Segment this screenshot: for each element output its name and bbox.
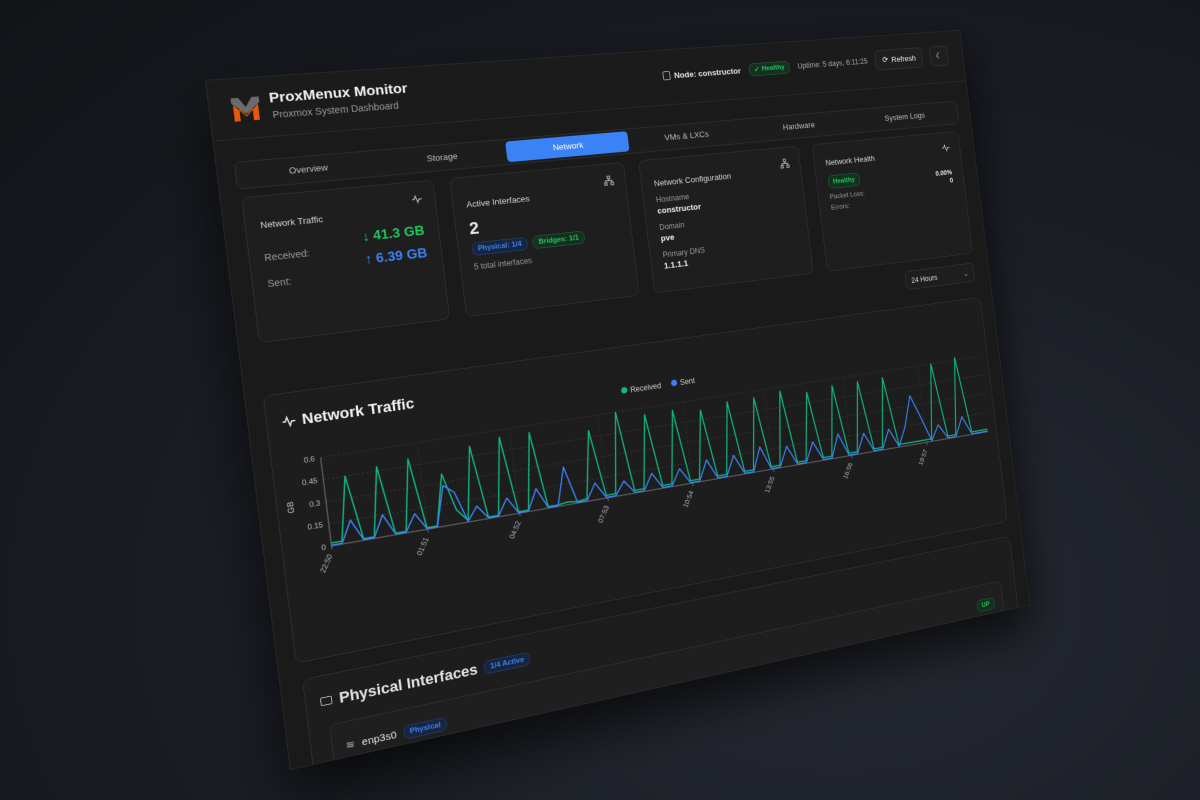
x-tick-label: 19:57 xyxy=(917,448,929,466)
chevron-down-icon: ⌄ xyxy=(962,269,970,278)
x-axis xyxy=(331,432,987,546)
interface-status-badge: UP xyxy=(976,597,996,613)
interface-name: enp3s0 xyxy=(361,728,398,748)
refresh-label: Refresh xyxy=(890,53,917,64)
x-tick-label: 04:52 xyxy=(508,520,523,540)
network-icon xyxy=(603,175,614,186)
grid-line xyxy=(321,356,979,457)
packet-loss-label: Packet Loss: xyxy=(829,189,866,201)
tab-overview[interactable]: Overview xyxy=(288,162,329,176)
legend-sent: Sent xyxy=(670,376,695,388)
x-tick-label: 16:56 xyxy=(842,461,854,480)
y-tick-label: 0.3 xyxy=(309,499,321,509)
legend-label: Sent xyxy=(679,376,696,388)
router-icon xyxy=(320,695,333,707)
network-configuration-card: Network Configuration Hostname construct… xyxy=(638,145,814,294)
physical-badge: Physical: 1/4 xyxy=(471,236,529,256)
grid-line xyxy=(329,413,986,524)
x-tick-label: 13:55 xyxy=(763,475,776,494)
time-range-select[interactable]: 24 Hours ⌄ xyxy=(904,262,976,291)
grid-line xyxy=(417,443,428,529)
node-name: Node: constructor xyxy=(673,65,742,80)
check-circle-icon: ✓ xyxy=(753,65,760,74)
network-icon xyxy=(779,158,789,169)
y-tick-label: 0.6 xyxy=(303,455,315,465)
activity-icon xyxy=(410,193,422,205)
errors-value: 0 xyxy=(949,177,954,185)
x-tick-label: 07:53 xyxy=(597,504,611,524)
sent-label: Sent: xyxy=(266,275,293,290)
time-range-value: 24 Hours xyxy=(910,273,938,285)
bridges-badge: Bridges: 1/1 xyxy=(531,230,586,250)
y-tick-label: 0.45 xyxy=(302,477,319,488)
interface-type-badge: Physical xyxy=(402,716,448,740)
refresh-icon: ⟳ xyxy=(881,54,889,65)
tab-system-logs[interactable]: System Logs xyxy=(884,110,926,123)
sent-value: ↑ 6.39 GB xyxy=(364,245,429,268)
legend-dot-icon xyxy=(620,386,628,394)
dashboard-window: ProxMenux Monitor Proxmox System Dashboa… xyxy=(205,29,1030,770)
x-tick-label: 22:50 xyxy=(319,553,335,574)
header: ProxMenux Monitor Proxmox System Dashboa… xyxy=(205,30,966,142)
active-interfaces-card: Active Interfaces 2 Physical: 1/4 Bridge… xyxy=(448,161,640,318)
proxmenux-logo xyxy=(230,96,261,122)
moon-icon: ☾ xyxy=(935,51,943,61)
y-tick-label: 0 xyxy=(321,543,327,552)
y-axis xyxy=(321,458,332,546)
uptime: Uptime: 5 days, 6:11:25 xyxy=(797,56,869,71)
grid-line xyxy=(509,429,519,514)
network-traffic-chart-card: Network Traffic Received Sent 0 0.15 0.3 0.… xyxy=(262,296,1008,664)
refresh-button[interactable]: ⟳ Refresh xyxy=(873,47,924,71)
x-tick-label: 10:54 xyxy=(682,489,695,508)
y-tick-label: 0.15 xyxy=(307,521,324,532)
legend-dot-icon xyxy=(670,379,678,387)
status-text: Healthy xyxy=(761,63,785,73)
network-traffic-card: Network Traffic Received: ↓ 41.3 GB Sent… xyxy=(241,179,450,344)
activity-icon xyxy=(941,143,951,153)
network-health-card: Network Health Healthy 0.00% Packet Loss… xyxy=(811,130,973,272)
grid-line xyxy=(326,394,983,502)
wifi-icon: ≋ xyxy=(345,738,356,752)
y-axis-label: GB xyxy=(285,501,296,515)
tab-hardware[interactable]: Hardware xyxy=(782,120,816,132)
tab-network[interactable]: Network xyxy=(504,131,630,163)
tab-vms-lxcs[interactable]: VMs & LXCs xyxy=(663,129,710,143)
theme-toggle-button[interactable]: ☾ xyxy=(928,45,950,67)
traffic-chart: 0 0.15 0.3 0.45 0.6 22:50 01:51 04:52 07:53 10:54… xyxy=(285,344,1003,574)
x-tick-label: 01:51 xyxy=(415,536,430,557)
tab-storage[interactable]: Storage xyxy=(426,150,459,164)
active-count-badge: 1/4 Active xyxy=(483,651,531,675)
activity-icon xyxy=(281,413,297,429)
server-icon xyxy=(662,71,671,81)
series-line-sent xyxy=(325,384,988,545)
status-badge: ✓ Healthy xyxy=(748,60,791,77)
